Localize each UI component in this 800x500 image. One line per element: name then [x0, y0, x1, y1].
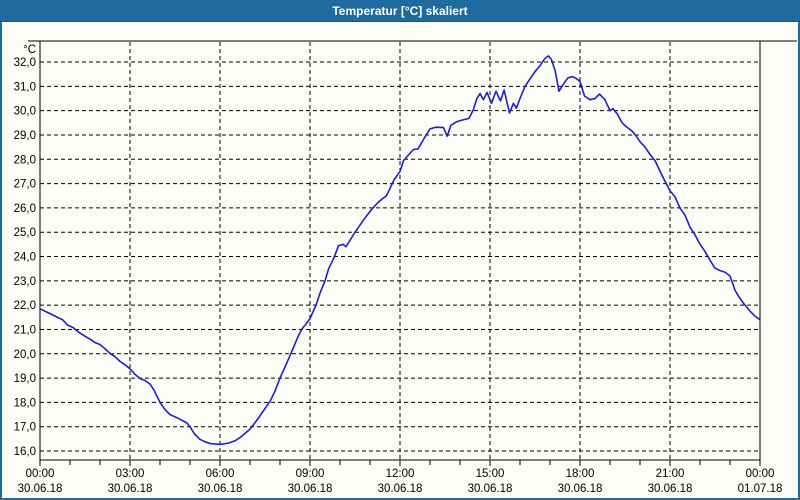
y-tick-label: 22,0	[14, 300, 36, 312]
x-tick-time-label: 03:00	[116, 468, 145, 480]
x-tick-date-label: 01.07.18	[738, 483, 783, 495]
y-tick-label: 28,0	[14, 154, 36, 166]
y-tick-label: 27,0	[14, 179, 36, 191]
plot-area: 32,0 31,0 30,0 29,0 28,0 27,0 26,0 25,0 24,0 23,0…	[14, 40, 797, 495]
y-tick-label: 25,0	[14, 227, 36, 239]
y-tick-label: 31,0	[14, 81, 36, 93]
x-tick-time-label: 00:00	[746, 468, 775, 480]
y-tick-label: 30,0	[14, 106, 36, 118]
x-tick-date-label: 30.06.18	[108, 483, 153, 495]
x-tick-date-label: 30.06.18	[378, 483, 423, 495]
y-tick-label: 16,0	[14, 446, 36, 458]
y-tick-label: 26,0	[14, 203, 36, 215]
x-tick-date-label: 30.06.18	[648, 483, 693, 495]
x-tick-date-label: 30.06.18	[558, 483, 603, 495]
temperature-curve	[39, 55, 761, 446]
y-tick-label: 32,0	[14, 57, 36, 69]
x-tick-time-label: 18:00	[566, 468, 595, 480]
x-tick-time-label: 21:00	[656, 468, 685, 480]
x-tick-date-label: 30.06.18	[468, 483, 513, 495]
y-tick-label: 20,0	[14, 349, 36, 361]
x-tick-time-label: 00:00	[26, 468, 55, 480]
x-tick-time-label: 12:00	[386, 468, 415, 480]
y-tick-label: 17,0	[14, 422, 36, 434]
window-title: Temperatur [°C] skaliert	[332, 4, 467, 18]
y-axis-unit-label: °C	[23, 44, 36, 56]
y-tick-label: 19,0	[14, 373, 36, 385]
y-tick-label: 21,0	[14, 324, 36, 336]
titlebar	[0, 0, 800, 21]
x-tick-time-label: 06:00	[206, 468, 235, 480]
x-tick-date-label: 30.06.18	[198, 483, 243, 495]
x-tick-date-label: 30.06.18	[288, 483, 333, 495]
x-tick-date-label: 30.06.18	[18, 483, 63, 495]
y-tick-label: 29,0	[14, 130, 36, 142]
y-tick-label: 24,0	[14, 252, 36, 264]
x-tick-time-label: 15:00	[476, 468, 505, 480]
y-tick-label: 23,0	[14, 276, 36, 288]
y-tick-label: 18,0	[14, 397, 36, 409]
x-tick-time-label: 09:00	[296, 468, 325, 480]
